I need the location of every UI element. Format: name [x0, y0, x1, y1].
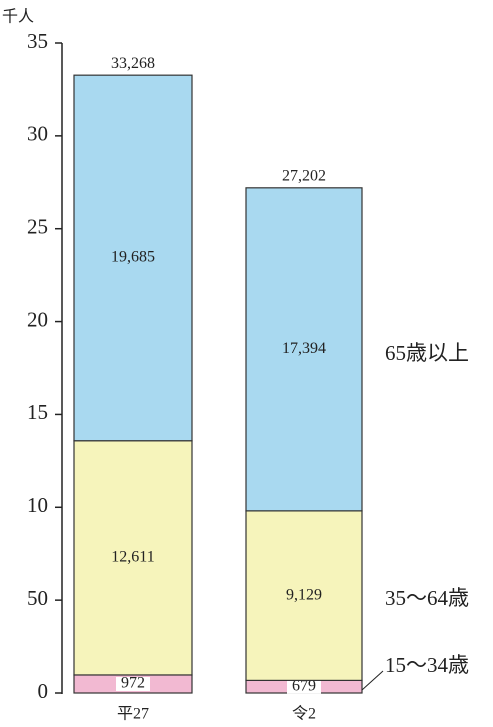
leader-line [361, 670, 384, 691]
legend-label: 65歳以上 [385, 341, 469, 365]
y-tick-label: 30 [27, 122, 48, 146]
y-tick-label: 50 [27, 586, 48, 610]
y-tick-label: 15 [27, 400, 48, 424]
y-tick-label: 10 [27, 493, 48, 517]
y-tick-label: 35 [27, 29, 48, 53]
legend-label: 15〜34歳 [385, 653, 469, 677]
value-label: 679 [292, 677, 316, 694]
value-label: 9,129 [286, 586, 322, 603]
bar-segment [73, 74, 193, 442]
bar-segment [245, 187, 363, 512]
total-label: 27,202 [282, 167, 326, 184]
total-label: 33,268 [111, 55, 155, 72]
label-bg [287, 679, 321, 694]
legend-label: 35〜64歳 [385, 586, 469, 610]
y-tick-label: 20 [27, 307, 48, 331]
value-label: 12,611 [111, 549, 154, 566]
x-tick-label: 平27 [117, 706, 149, 723]
x-tick-label: 令2 [292, 705, 316, 723]
bar-segment [245, 510, 363, 681]
y-axis-label: 千人 [2, 8, 34, 26]
value-label: 19,685 [111, 249, 155, 266]
value-label: 17,394 [282, 340, 326, 357]
y-tick-label: 0 [38, 679, 49, 703]
y-tick-label: 25 [27, 215, 48, 239]
label-bg [116, 676, 150, 691]
value-label: 972 [121, 675, 145, 692]
